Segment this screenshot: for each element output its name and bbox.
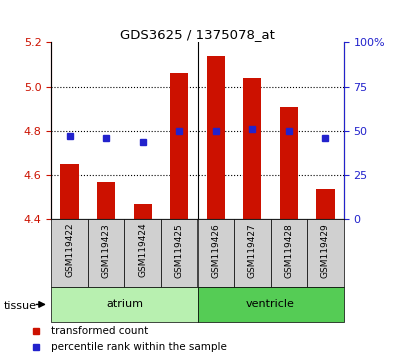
Bar xyxy=(97,182,115,219)
Text: GSM119423: GSM119423 xyxy=(102,223,111,278)
Text: GSM119428: GSM119428 xyxy=(284,223,293,278)
Text: GSM119425: GSM119425 xyxy=(175,223,184,278)
Bar xyxy=(243,78,261,219)
Text: tissue: tissue xyxy=(4,301,37,311)
Text: GSM119427: GSM119427 xyxy=(248,223,257,278)
Text: atrium: atrium xyxy=(106,299,143,309)
Text: GSM119429: GSM119429 xyxy=(321,223,330,278)
Bar xyxy=(307,219,344,287)
Bar xyxy=(198,219,234,287)
Text: transformed count: transformed count xyxy=(51,326,149,336)
Bar xyxy=(60,164,79,219)
Text: percentile rank within the sample: percentile rank within the sample xyxy=(51,342,227,352)
Text: ventricle: ventricle xyxy=(246,299,295,309)
Bar xyxy=(207,56,225,219)
Title: GDS3625 / 1375078_at: GDS3625 / 1375078_at xyxy=(120,28,275,41)
Bar xyxy=(88,219,124,287)
Bar xyxy=(198,287,344,322)
Bar xyxy=(51,219,88,287)
Text: GSM119422: GSM119422 xyxy=(65,223,74,278)
Text: GSM119426: GSM119426 xyxy=(211,223,220,278)
Text: GSM119424: GSM119424 xyxy=(138,223,147,278)
Bar xyxy=(234,219,271,287)
Bar xyxy=(124,219,161,287)
Bar xyxy=(161,219,198,287)
Bar xyxy=(271,219,307,287)
Bar xyxy=(134,204,152,219)
Bar xyxy=(280,107,298,219)
Bar xyxy=(51,287,198,322)
Bar xyxy=(170,74,188,219)
Bar xyxy=(316,189,335,219)
